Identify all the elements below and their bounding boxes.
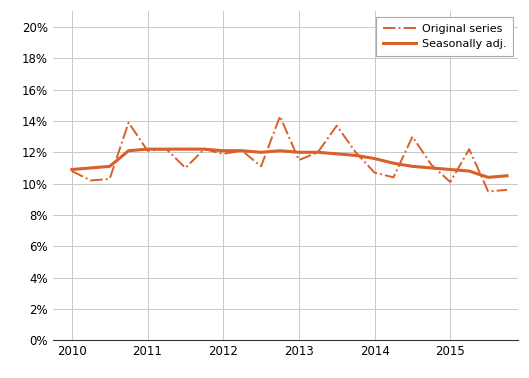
Seasonally adj. [352, 153, 359, 158]
Seasonally adj. [277, 149, 283, 153]
Original series [334, 123, 340, 128]
Original series [315, 150, 321, 155]
Original series [182, 166, 188, 170]
Seasonally adj. [69, 167, 75, 172]
Seasonally adj. [334, 152, 340, 156]
Original series [390, 175, 397, 180]
Seasonally adj. [390, 161, 397, 166]
Seasonally adj. [239, 149, 245, 153]
Seasonally adj. [220, 149, 226, 153]
Seasonally adj. [201, 147, 207, 152]
Seasonally adj. [163, 147, 170, 152]
Original series [144, 149, 151, 153]
Original series [239, 149, 245, 153]
Seasonally adj. [409, 164, 416, 169]
Seasonally adj. [504, 174, 510, 178]
Seasonally adj. [88, 166, 94, 170]
Original series [296, 158, 302, 163]
Original series [163, 147, 170, 152]
Original series [106, 177, 113, 181]
Original series [277, 114, 283, 119]
Original series [125, 120, 132, 125]
Original series [447, 180, 453, 184]
Original series [352, 150, 359, 155]
Line: Original series: Original series [72, 116, 507, 191]
Seasonally adj. [371, 156, 378, 161]
Seasonally adj. [125, 149, 132, 153]
Seasonally adj. [144, 147, 151, 152]
Original series [504, 187, 510, 192]
Legend: Original series, Seasonally adj.: Original series, Seasonally adj. [376, 17, 513, 56]
Original series [371, 170, 378, 175]
Original series [88, 178, 94, 183]
Seasonally adj. [182, 147, 188, 152]
Original series [428, 163, 434, 167]
Original series [201, 147, 207, 152]
Seasonally adj. [258, 150, 264, 155]
Original series [258, 164, 264, 169]
Original series [466, 147, 472, 152]
Original series [485, 189, 491, 194]
Seasonally adj. [106, 164, 113, 169]
Original series [409, 134, 416, 139]
Seasonally adj. [447, 167, 453, 172]
Seasonally adj. [315, 150, 321, 155]
Seasonally adj. [466, 169, 472, 174]
Seasonally adj. [428, 166, 434, 170]
Original series [220, 152, 226, 156]
Line: Seasonally adj.: Seasonally adj. [72, 149, 507, 177]
Seasonally adj. [485, 175, 491, 180]
Seasonally adj. [296, 150, 302, 155]
Original series [69, 169, 75, 174]
